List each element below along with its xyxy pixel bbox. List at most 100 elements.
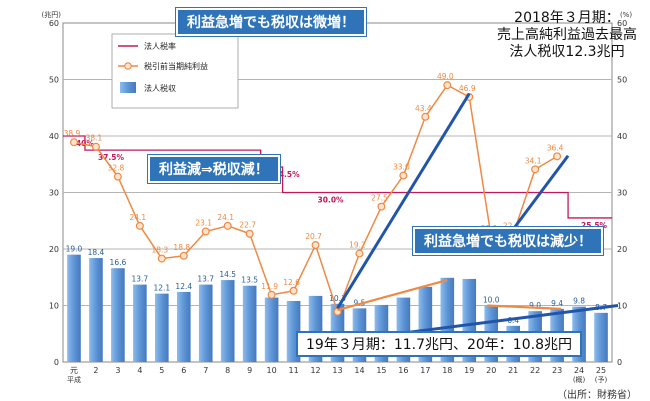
tax-revenue-note: 19年３月期：11.7兆円、20年：10.8兆円 xyxy=(296,331,582,357)
profit-data-label: 34.1 xyxy=(525,156,542,165)
rate-data-label: 40% xyxy=(76,139,94,148)
left-tick-label: 30 xyxy=(49,189,59,198)
bar-data-label: 10.3 xyxy=(329,294,346,303)
profit-point xyxy=(311,241,320,250)
profit-point xyxy=(201,227,210,236)
x-tick-label: 7 xyxy=(203,366,208,375)
bar-tax-revenue xyxy=(264,297,279,362)
profit-data-label: 33.0 xyxy=(393,163,410,172)
profit-point xyxy=(157,254,166,263)
profit-point xyxy=(399,171,408,180)
profit-point xyxy=(267,290,276,299)
profit-data-label: 23.1 xyxy=(195,218,212,227)
profit-point xyxy=(443,81,452,90)
bar-tax-revenue xyxy=(89,258,103,362)
bar-data-label: 13.7 xyxy=(197,275,214,284)
profit-point xyxy=(135,221,144,230)
profit-data-label: 43.4 xyxy=(415,104,432,113)
legend-label-rate: 法人税率 xyxy=(144,41,176,51)
x-tick-label: 8 xyxy=(225,366,230,375)
left-tick-label: 20 xyxy=(49,245,59,254)
profit-point xyxy=(245,229,254,238)
x-tick-label: 19 xyxy=(464,366,474,375)
x-tick-label: 25 xyxy=(596,366,606,375)
callout-profit-surge-slight-increase: 利益急増でも税収は微増！ xyxy=(176,8,366,36)
profit-data-label: 32.8 xyxy=(108,164,125,173)
x-tick-label: 10 xyxy=(267,366,277,375)
profit-data-label: 38.1 xyxy=(86,134,103,143)
x-tick-label: 15 xyxy=(376,366,386,375)
x-tick-label: 12 xyxy=(310,366,320,375)
profit-data-label: 36.4 xyxy=(547,143,564,152)
x-tick-label: 13 xyxy=(332,366,342,375)
x-tick-label: 5 xyxy=(159,366,164,375)
legend-label-revenue: 法人税収 xyxy=(144,83,176,93)
callout-profit-down-tax-down: 利益減⇒税収減！ xyxy=(148,155,280,183)
x-tick-label: 17 xyxy=(420,366,430,375)
profit-data-label: 22.7 xyxy=(239,221,256,230)
right-axis-unit: (%) xyxy=(620,11,632,19)
left-tick-label: 0 xyxy=(54,358,59,367)
bar-tax-revenue xyxy=(133,284,147,362)
x-tick-label: 18 xyxy=(442,366,452,375)
rate-data-label: 34.5% xyxy=(274,170,301,179)
left-tick-label: 10 xyxy=(49,302,59,311)
profit-data-label: 18.3 xyxy=(151,246,168,255)
profit-point xyxy=(113,172,122,181)
x-tick-label: 22 xyxy=(530,366,540,375)
bar-data-label: 9.5 xyxy=(353,298,365,307)
profit-data-label: 46.9 xyxy=(459,84,476,93)
right-tick-label: 60 xyxy=(617,19,627,28)
legend-label-profit: 税引前当期純利益 xyxy=(144,61,208,71)
bar-data-label: 9.4 xyxy=(551,299,563,308)
source-note: （出所：財務省） xyxy=(557,390,637,401)
bar-data-label: 13.5 xyxy=(241,276,258,285)
x-tick-label: 24 xyxy=(574,366,584,375)
x-tick-label: 平成 xyxy=(67,375,81,384)
profit-point xyxy=(355,249,364,258)
bar-data-label: 19.0 xyxy=(66,245,83,254)
bar-tax-revenue xyxy=(198,284,213,362)
bar-tax-revenue xyxy=(111,268,125,362)
profit-data-label: 22.6 xyxy=(503,221,520,230)
trend-line-tax-flat xyxy=(487,304,562,310)
right-tick-label: 10 xyxy=(617,302,627,311)
profit-point xyxy=(289,286,298,295)
bar-data-label: 9.0 xyxy=(529,301,541,310)
bar-data-label: 12.1 xyxy=(153,284,170,293)
rate-data-label: 30.0% xyxy=(318,196,345,205)
bar-data-label: 12.4 xyxy=(175,282,192,291)
bar-tax-revenue xyxy=(176,291,191,362)
right-tick-label: 0 xyxy=(617,358,622,367)
profit-point xyxy=(553,152,562,161)
x-tick-label: (予) xyxy=(595,376,608,384)
right-tick-label: 50 xyxy=(617,76,627,85)
x-tick-label: 16 xyxy=(398,366,408,375)
profit-data-label: 24.1 xyxy=(130,213,147,222)
rate-data-label: 25.5% xyxy=(581,221,608,230)
trend-line-tax-rise xyxy=(337,279,448,312)
profit-data-label: 18.8 xyxy=(173,243,190,252)
x-tick-label: 4 xyxy=(137,366,142,375)
bar-tax-revenue xyxy=(155,293,169,362)
profit-point xyxy=(421,112,430,121)
left-tick-label: 60 xyxy=(49,19,59,28)
x-tick-label: 21 xyxy=(508,366,518,375)
trend-line-profit-rise-1 xyxy=(336,92,471,310)
profit-data-label: 49.0 xyxy=(437,72,454,81)
x-tick-label: 元 xyxy=(70,366,78,375)
bar-data-label: 10.0 xyxy=(483,296,500,305)
profit-point xyxy=(179,251,188,260)
record-note: 2018年３月期： 売上高純利益過去最高 法人税収12.3兆円 xyxy=(497,10,637,60)
bar-data-label: 13.7 xyxy=(132,275,149,284)
profit-point xyxy=(531,165,540,174)
x-tick-label: 14 xyxy=(354,366,364,375)
bar-data-label: 16.6 xyxy=(110,258,127,267)
bar-data-label: 9.8 xyxy=(573,297,585,306)
x-tick-label: 2 xyxy=(93,366,98,375)
profit-data-label: 27.5 xyxy=(371,194,388,203)
profit-point xyxy=(69,138,78,147)
left-axis-unit: (兆円) xyxy=(42,10,62,19)
